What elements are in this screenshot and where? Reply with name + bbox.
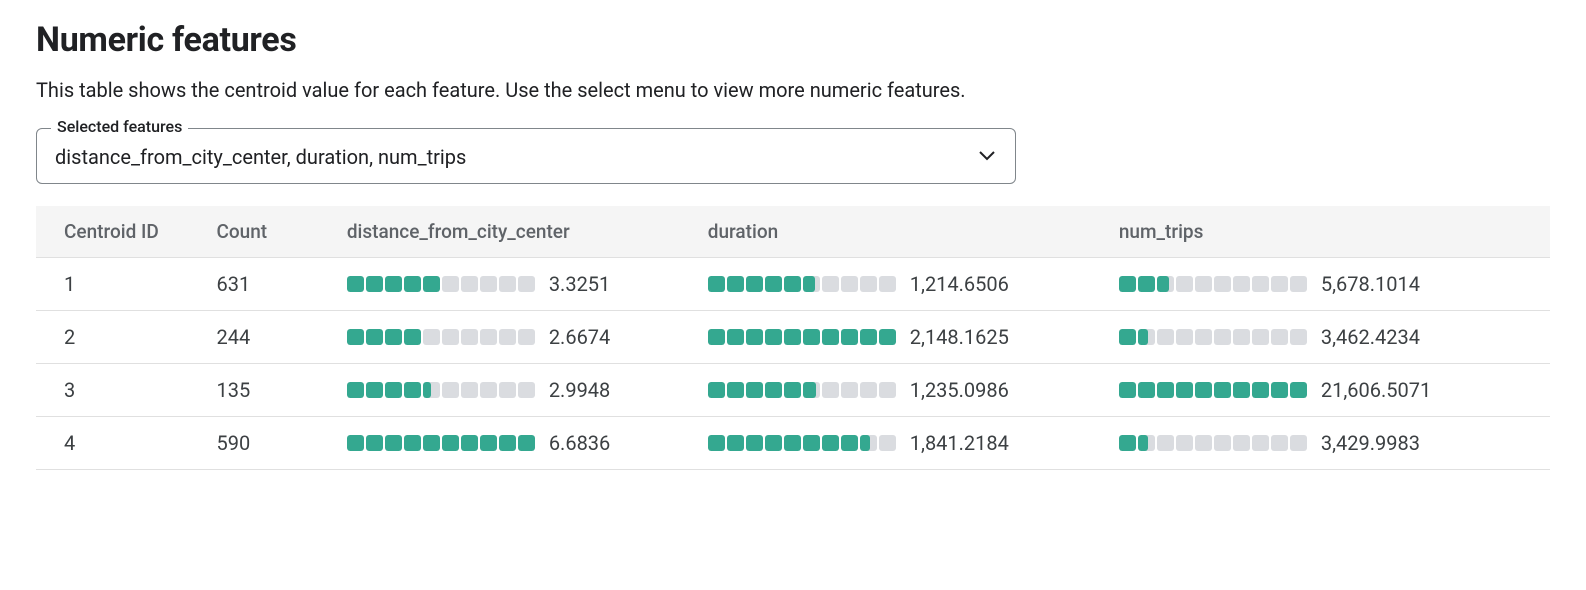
feature-value: 2,148.1625 [910,325,1009,349]
feature-bar [1119,329,1307,345]
cell-centroid_id: 1 [36,258,216,311]
feature-bar [347,329,535,345]
feature-value: 3,462.4234 [1321,325,1420,349]
feature-bar [708,329,896,345]
table-row: 2244 2.6674 2,148.1625 3,462.4234 [36,311,1550,364]
feature-value: 2.6674 [549,325,610,349]
feature-bar [708,276,896,292]
feature-value: 5,678.1014 [1321,272,1420,296]
cell-count: 135 [216,364,346,417]
section-subtitle: This table shows the centroid value for … [36,78,1550,102]
feature-value: 3.3251 [549,272,610,296]
selected-features-select[interactable]: Selected features distance_from_city_cen… [36,128,1016,184]
feature-bar [708,435,896,451]
feature-bar [347,435,535,451]
feature-bar [1119,276,1307,292]
cell-centroid_id: 3 [36,364,216,417]
feature-value: 6.6836 [549,431,610,455]
column-header-count: Count [216,206,346,258]
feature-value: 1,841.2184 [910,431,1009,455]
section-title: Numeric features [36,20,1550,60]
cell-count: 244 [216,311,346,364]
feature-value: 1,214.6506 [910,272,1009,296]
feature-value: 3,429.9983 [1321,431,1420,455]
select-value: distance_from_city_center, duration, num… [55,145,466,169]
cell-duration: 1,214.6506 [708,258,1119,311]
cell-count: 590 [216,417,346,470]
cell-num_trips: 5,678.1014 [1119,258,1550,311]
cell-num_trips: 3,429.9983 [1119,417,1550,470]
table-header-row: Centroid IDCountdistance_from_city_cente… [36,206,1550,258]
feature-bar [708,382,896,398]
table-row: 4590 6.6836 1,841.2184 3,429.9983 [36,417,1550,470]
table-row: 1631 3.3251 1,214.6506 5,678.1014 [36,258,1550,311]
column-header-num_trips: num_trips [1119,206,1550,258]
feature-bar [347,382,535,398]
cell-duration: 1,841.2184 [708,417,1119,470]
cell-distance_from_city_center: 2.6674 [347,311,708,364]
cell-distance_from_city_center: 6.6836 [347,417,708,470]
cell-distance_from_city_center: 3.3251 [347,258,708,311]
chevron-down-icon [979,151,995,161]
column-header-distance_from_city_center: distance_from_city_center [347,206,708,258]
feature-bar [347,276,535,292]
cell-distance_from_city_center: 2.9948 [347,364,708,417]
feature-value: 2.9948 [549,378,610,402]
select-legend: Selected features [51,117,188,136]
column-header-centroid_id: Centroid ID [36,206,216,258]
feature-value: 1,235.0986 [910,378,1009,402]
cell-count: 631 [216,258,346,311]
cell-centroid_id: 2 [36,311,216,364]
cell-num_trips: 3,462.4234 [1119,311,1550,364]
cell-centroid_id: 4 [36,417,216,470]
column-header-duration: duration [708,206,1119,258]
table-row: 3135 2.9948 1,235.0986 21,606.5071 [36,364,1550,417]
numeric-features-table: Centroid IDCountdistance_from_city_cente… [36,206,1550,470]
feature-bar [1119,382,1307,398]
cell-duration: 2,148.1625 [708,311,1119,364]
cell-num_trips: 21,606.5071 [1119,364,1550,417]
feature-value: 21,606.5071 [1321,378,1431,402]
feature-bar [1119,435,1307,451]
cell-duration: 1,235.0986 [708,364,1119,417]
